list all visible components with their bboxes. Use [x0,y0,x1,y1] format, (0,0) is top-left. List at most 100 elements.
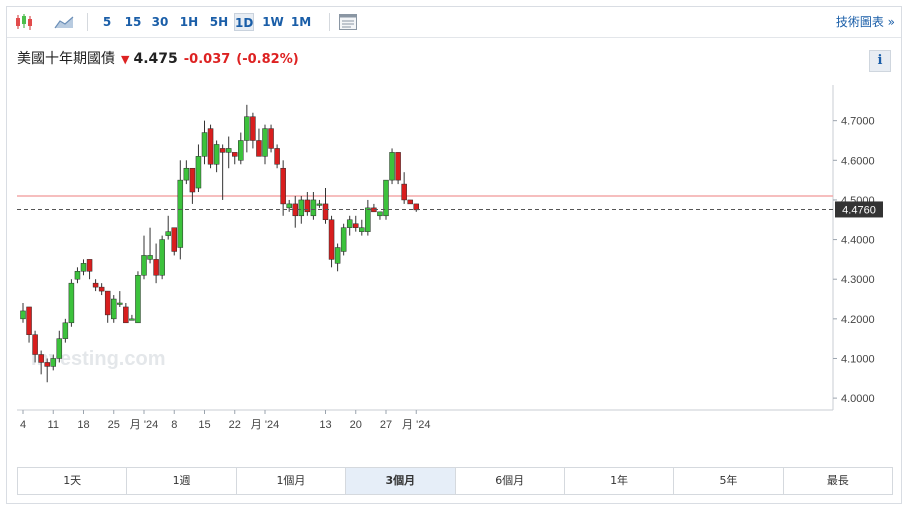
candle-body [189,167,196,193]
watermark: Investing.com [31,348,165,370]
x-tick-label: 13 [319,419,331,431]
interval-button[interactable]: 1H [179,15,199,29]
x-tick-label: 月 '24 [402,419,430,431]
candle-body [238,140,244,161]
candle-body [68,282,75,324]
x-tick-label: 18 [77,419,89,431]
price-chart[interactable]: Investing.com 4.0000 4.1000 4.2000 4.3000 4.4… [7,7,901,457]
x-tick-label: 11 [48,419,59,431]
last-price: 4.475 [133,51,178,67]
candle-body [359,227,365,232]
candle-body [232,152,238,157]
candle-body [44,362,50,367]
y-tick-label: 4.2000 [841,314,875,326]
candle-body [165,231,171,236]
candle-body [213,144,220,165]
candle-body [171,227,177,252]
current-price-label: 4.4760 [842,204,876,216]
candle-body [104,290,111,316]
candle-body [377,211,383,217]
candle-body [316,203,323,206]
y-tick-label: 4.7000 [841,116,875,128]
candlestick-icon[interactable] [13,12,35,32]
x-tick-label: 月 '24 [130,419,158,431]
range-selector: 1天 1週 1個月 3個月 6個月 1年 5年 最長 [17,467,893,495]
candle-body [147,255,153,260]
range-button[interactable]: 1天 [18,468,128,494]
candle-body [346,219,353,228]
candle-body [20,310,26,320]
interval-button[interactable]: 1D [234,13,254,31]
candle-body [117,302,123,305]
candle-body [304,199,311,213]
candle-body [201,132,208,157]
interval-button[interactable]: 1M [290,15,312,29]
candle-body [401,183,407,201]
toolbar-divider [87,13,88,31]
candle-body [135,274,141,324]
y-tick-label: 4.4000 [841,235,875,247]
candle-body [274,148,280,165]
technical-chart-link[interactable]: 技術圖表 » [835,15,895,29]
candle-body [286,203,292,209]
candle-body [159,239,165,276]
candle-body [50,358,56,367]
interval-button[interactable]: 5 [102,15,112,29]
candle-body [244,116,250,141]
candle-body [183,167,190,181]
candle-body [92,282,99,288]
candle-body [195,156,202,189]
chart-widget: 5 15 30 1H 5H 1D 1W 1M 技術圖表 » 美國十年期國債 ▼ 4.475 -0.0… [6,6,902,504]
candle-body [340,227,347,252]
y-tick-label: 4.6000 [841,155,875,167]
price-change: -0.037 [183,52,231,67]
range-button[interactable]: 5年 [674,468,784,494]
candle-body [353,223,359,228]
range-button[interactable]: 3個月 [346,468,456,494]
range-button[interactable]: 最長 [783,468,892,494]
interval-button[interactable]: 1W [262,15,284,29]
candle-body [225,148,232,153]
interval-button[interactable]: 5H [209,15,229,29]
chart-toolbar: 5 15 30 1H 5H 1D 1W 1M 技術圖表 » [7,7,901,38]
current-price-tag [835,201,883,218]
info-icon[interactable]: i [869,50,891,72]
candle-body [328,219,335,260]
candle-body [219,148,226,153]
candle-body [62,322,69,339]
candle-body [365,207,371,232]
candle-body [268,128,274,149]
x-tick-label: 22 [229,419,241,431]
candle-body [395,152,401,181]
candle-body [56,338,63,359]
x-tick-label: 20 [350,419,362,431]
candle-body [153,259,159,276]
candle-body [32,334,38,355]
range-button[interactable]: 6個月 [455,468,565,494]
instrument-name: 美國十年期國債 [17,51,115,67]
candle-body [256,140,262,157]
candle-body [383,179,389,217]
toolbar-divider [329,13,330,31]
y-tick-label: 4.3000 [841,274,875,286]
candle-body [38,354,44,363]
x-tick-label: 8 [171,419,177,431]
range-button[interactable]: 1週 [127,468,237,494]
area-chart-icon[interactable] [53,12,75,32]
candle-body [177,179,184,248]
x-tick-label: 27 [380,419,392,431]
candle-body [74,271,81,280]
instrument-header: 美國十年期國債 ▼ 4.475 -0.037 (-0.82%) [17,49,299,69]
interval-button[interactable]: 15 [124,15,142,29]
candle-body [322,203,329,221]
range-button[interactable]: 1年 [564,468,675,494]
price-change-percent: (-0.82%) [236,52,299,67]
candle-body [262,128,268,157]
indicator-panel-icon[interactable] [337,12,359,32]
candle-body [98,286,105,292]
candle-body [129,318,135,321]
range-button[interactable]: 1個月 [236,468,347,494]
y-tick-label: 4.0000 [841,393,875,405]
interval-button[interactable]: 30 [151,15,169,29]
candle-body [111,298,117,320]
